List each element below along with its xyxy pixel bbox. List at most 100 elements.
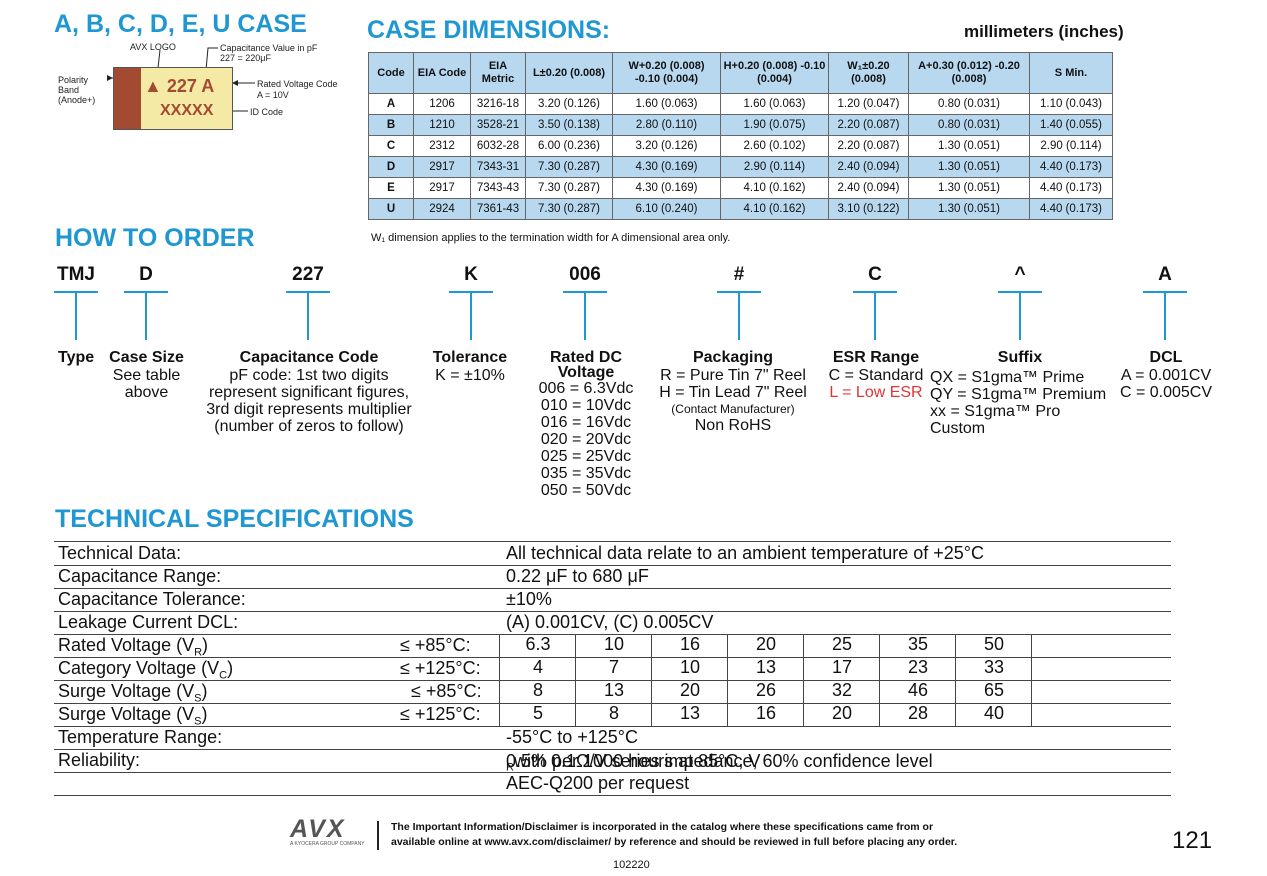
spec-value: (A) 0.001CV, (C) 0.005CV (506, 612, 714, 632)
spec-label: Surge Voltage (VS) (58, 704, 208, 728)
spec-row-rated-voltage: Rated Voltage (VR) ≤ +85°C: 6.3 10 16 20 25 3… (54, 634, 1171, 659)
spec-condition: ≤ +85°C: (400, 635, 471, 655)
order-bar-top (124, 291, 168, 293)
case-code-cell: D (368, 156, 414, 178)
spec-label: Leakage Current DCL: (58, 612, 239, 632)
voltage-cell: 17 (803, 657, 880, 680)
voltage-cell: 25 (803, 634, 880, 657)
spec-value: All technical data relate to an ambient … (506, 543, 984, 563)
order-code-5: # (733, 264, 745, 285)
voltage-cell-border (1031, 680, 1032, 703)
table-cell: 1.60 (0.063) (720, 93, 829, 115)
table-cell: 4.10 (0.162) (720, 198, 829, 220)
voltage-cell: 50 (955, 634, 1032, 657)
table-cell: 1.30 (0.051) (908, 198, 1030, 220)
table-cell: 4.40 (0.173) (1029, 156, 1113, 178)
table-cell: 1.30 (0.051) (908, 135, 1030, 157)
table-header: H+0.20 (0.008) -0.10 (0.004) (720, 52, 829, 94)
avx-logo-triangle-icon: ▲ (144, 76, 162, 96)
capacitance-code-text-1: pF code: 1st two digits (229, 367, 389, 384)
id-code-label: ID Code (250, 107, 284, 117)
table-header: L±0.20 (0.008) (525, 52, 613, 94)
esr-block: ESR Range C = Standard L = Low ESR (822, 349, 930, 401)
capacitance-code-label: Capacitance Code (239, 349, 379, 366)
table-cell: 4.30 (0.169) (612, 156, 721, 178)
spec-row-temperature-range: Temperature Range: -55°C to +125°C (54, 726, 1171, 750)
table-row: U 2924 7361-43 7.30 (0.287) 6.10 (0.240) 4.10… (368, 198, 1113, 220)
case-size-label: Case Size (109, 349, 184, 366)
table-cell: 4.10 (0.162) (720, 177, 829, 199)
case-code-cell: U (368, 198, 414, 220)
voltage-cell-border (1031, 634, 1032, 657)
capacitance-code-text-2: represent significant figures, (208, 384, 410, 401)
spec-row-surge-voltage-85: Surge Voltage (VS) ≤ +85°C: 8 13 20 26 32 46 6… (54, 680, 1171, 705)
order-bar-top (449, 291, 493, 293)
spec-row-capacitance-tolerance: Capacitance Tolerance: ±10% (54, 588, 1171, 612)
spec-row-capacitance-range: Capacitance Range: 0.22 μF to 680 μF (54, 565, 1171, 589)
voltage-block: Rated DC Voltage 006 = 6.3Vdc 010 = 10Vdc… (526, 349, 646, 499)
order-bar-stem (307, 293, 309, 340)
spec-row-leakage-current: Leakage Current DCL: (A) 0.001CV, (C) 0.… (54, 611, 1171, 635)
esr-text-2: L = Low ESR (829, 384, 923, 401)
id-code-marking: XXXXX (160, 102, 214, 119)
voltage-cell: 16 (727, 703, 804, 726)
case-code-cell: C (368, 135, 414, 157)
cap-value-example: 227 = 220μF (220, 53, 271, 63)
table-cell: 6.00 (0.236) (525, 135, 613, 157)
voltage-cell: 13 (651, 703, 728, 726)
table-cell: 1210 (413, 114, 471, 136)
dcl-text-1: A = 0.001CV (1120, 367, 1212, 384)
voltage-cell: 20 (651, 680, 728, 703)
order-bar-stem (75, 293, 77, 340)
table-cell: 3216-18 (470, 93, 526, 115)
voltage-code-item: 050 = 50Vdc (540, 482, 632, 499)
table-cell: 4.30 (0.169) (612, 177, 721, 199)
esr-label: ESR Range (832, 349, 920, 366)
spec-condition: ≤ +125°C: (400, 704, 481, 724)
packaging-text-2: H = Tin Lead 7" Reel (659, 384, 807, 401)
table-row: B 1210 3528-21 3.50 (0.138) 2.80 (0.110) 1.90… (368, 114, 1113, 136)
spec-label-sub: C (219, 669, 228, 682)
table-cell: 0.80 (0.031) (908, 93, 1030, 115)
spec-label-text: Surge Voltage (V (58, 704, 195, 724)
spec-value: 0.22 μF to 680 μF (506, 566, 649, 586)
voltage-code-item: 020 = 20Vdc (540, 431, 632, 448)
table-cell: 7343-31 (470, 156, 526, 178)
dims-note: W₁ dimension applies to the termination … (371, 232, 731, 244)
order-bar-top (853, 291, 897, 293)
voltage-cell: 46 (879, 680, 956, 703)
suffix-text-1: QX = S1gma™ Prime (930, 369, 1085, 386)
avx-logo-text: AVX (290, 815, 346, 843)
table-header: EIA Code (413, 52, 471, 94)
table-cell: 6.10 (0.240) (612, 198, 721, 220)
spec-row-reliability: Reliability: 0.5% per 1000 hours at 85°C… (54, 749, 1171, 774)
tolerance-label: Tolerance (432, 349, 508, 366)
spec-condition: ≤ +125°C: (400, 658, 481, 678)
polarity-band (114, 68, 141, 129)
case-code-cell: B (368, 114, 414, 136)
dims-title: CASE DIMENSIONS: (367, 16, 611, 44)
capacitance-code-block: Capacitance Code pF code: 1st two digits… (196, 349, 422, 435)
order-code-0: TMJ (57, 264, 95, 285)
tech-top-rule (54, 541, 1171, 542)
capacitance-code-text-3: 3rd digit represents multiplier (206, 401, 412, 418)
packaging-text-4: Non RoHS (694, 417, 772, 434)
case-size-text-2: above (124, 384, 169, 401)
order-bar-stem (1019, 293, 1021, 340)
table-header: S Min. (1029, 52, 1113, 94)
spec-label: Rated Voltage (VR) (58, 635, 209, 659)
table-cell: 1.40 (0.055) (1029, 114, 1113, 136)
order-code-1: D (139, 264, 153, 285)
table-cell: 2312 (413, 135, 471, 157)
voltage-cell: 4 (499, 657, 576, 680)
suffix-label: Suffix (997, 349, 1043, 366)
table-cell: 0.80 (0.031) (908, 114, 1030, 136)
spec-row-technical-data: Technical Data: All technical data relat… (54, 542, 1171, 566)
type-label: Type (58, 349, 95, 366)
order-bar-top (563, 291, 607, 293)
voltage-code-item: 025 = 25Vdc (540, 448, 632, 465)
esr-text-1: C = Standard (828, 367, 924, 384)
dims-units: millimeters (inches) (964, 22, 1124, 41)
order-code-2: 227 (292, 264, 324, 285)
